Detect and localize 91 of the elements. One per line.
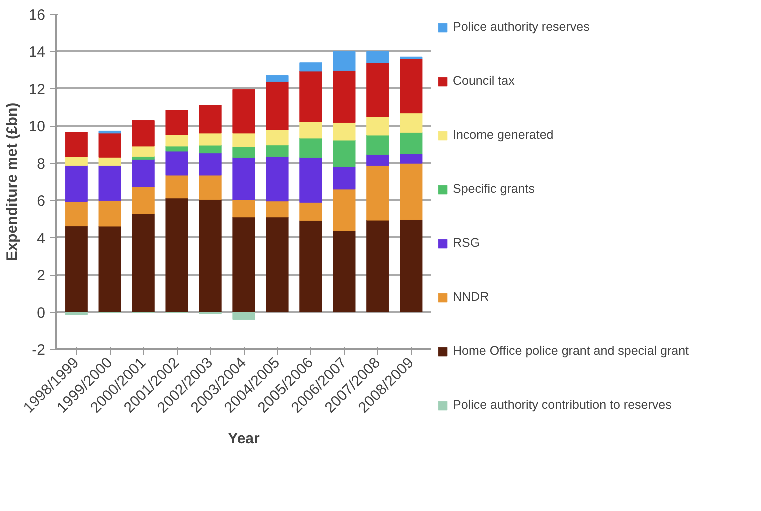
bar xyxy=(333,166,356,190)
legend-label: Home Office police grant and special grant xyxy=(453,344,690,358)
bar xyxy=(199,200,222,313)
legend-label: Council tax xyxy=(453,74,515,88)
y-tick-label: -2 xyxy=(32,342,46,359)
bar xyxy=(98,157,122,166)
bar xyxy=(333,122,356,141)
bar xyxy=(65,312,88,316)
bar xyxy=(232,200,256,218)
y-tick-label: 4 xyxy=(37,230,46,248)
bar xyxy=(300,122,322,139)
legend-label: Police authority contribution to reserves xyxy=(453,398,672,412)
bar xyxy=(400,56,423,60)
y-tick-label: 2 xyxy=(37,268,46,285)
bar xyxy=(266,201,289,218)
bar xyxy=(132,146,155,157)
bar xyxy=(65,226,88,313)
bar xyxy=(333,51,356,72)
bar xyxy=(266,156,289,202)
bar xyxy=(65,201,88,227)
bar xyxy=(132,214,155,313)
x-axis-title: Year xyxy=(228,430,260,448)
legend-label: Specific grants xyxy=(453,182,535,196)
bar xyxy=(199,153,222,176)
bar xyxy=(98,200,122,227)
bar xyxy=(199,105,222,134)
bar xyxy=(166,198,188,313)
bar xyxy=(132,120,155,147)
y-tick-label: 6 xyxy=(37,193,46,210)
bar xyxy=(232,133,256,148)
bar xyxy=(300,62,322,72)
legend-label: Income generated xyxy=(453,128,554,142)
bar xyxy=(266,130,289,146)
y-tick-label: 14 xyxy=(28,44,46,62)
bar xyxy=(400,163,423,220)
bar xyxy=(65,156,88,166)
legend-label: RSG xyxy=(453,236,480,250)
bar xyxy=(199,133,222,146)
bar xyxy=(232,146,256,158)
bar xyxy=(166,151,188,176)
bar xyxy=(65,166,88,202)
bar xyxy=(366,51,390,64)
bar xyxy=(166,175,188,199)
bar xyxy=(400,58,423,114)
y-tick-label: 12 xyxy=(28,81,46,98)
bar xyxy=(400,132,423,155)
y-tick-label: 0 xyxy=(37,304,46,322)
bar xyxy=(400,113,423,133)
legend-label: Police authority reserves xyxy=(453,20,590,34)
bar xyxy=(199,145,222,154)
bar xyxy=(400,154,423,164)
bar xyxy=(300,158,322,203)
bar xyxy=(166,146,188,152)
bar xyxy=(366,166,390,221)
bar xyxy=(366,62,390,118)
bar xyxy=(333,230,356,313)
y-tick-label: 10 xyxy=(28,118,46,136)
bar xyxy=(232,89,256,134)
bar xyxy=(366,220,390,313)
bar xyxy=(132,159,155,188)
bar xyxy=(232,217,256,313)
bar xyxy=(300,220,322,313)
bar xyxy=(300,138,322,158)
y-axis-title: Expenditure met (£bn) xyxy=(4,102,21,262)
bar xyxy=(366,154,390,166)
bar xyxy=(300,202,322,222)
bar xyxy=(266,145,289,158)
bar xyxy=(98,226,122,313)
bar xyxy=(166,134,188,147)
bar xyxy=(400,220,423,313)
bar xyxy=(333,189,356,232)
bar xyxy=(98,133,122,158)
bar xyxy=(266,217,289,313)
bar xyxy=(98,130,122,134)
y-tick-label: 16 xyxy=(28,7,46,24)
bar xyxy=(333,140,356,167)
bar xyxy=(166,110,188,136)
bar xyxy=(366,135,390,156)
bar xyxy=(232,312,256,320)
bar xyxy=(266,82,289,130)
y-tick-label: 8 xyxy=(37,156,46,173)
bar xyxy=(366,116,390,136)
bar xyxy=(65,132,88,158)
bar xyxy=(333,70,356,124)
bar xyxy=(98,166,122,202)
bar xyxy=(232,158,256,200)
bar xyxy=(266,75,289,82)
bar xyxy=(300,71,322,122)
bar xyxy=(199,175,222,200)
legend-label: NNDR xyxy=(453,290,490,304)
bar xyxy=(132,186,155,214)
